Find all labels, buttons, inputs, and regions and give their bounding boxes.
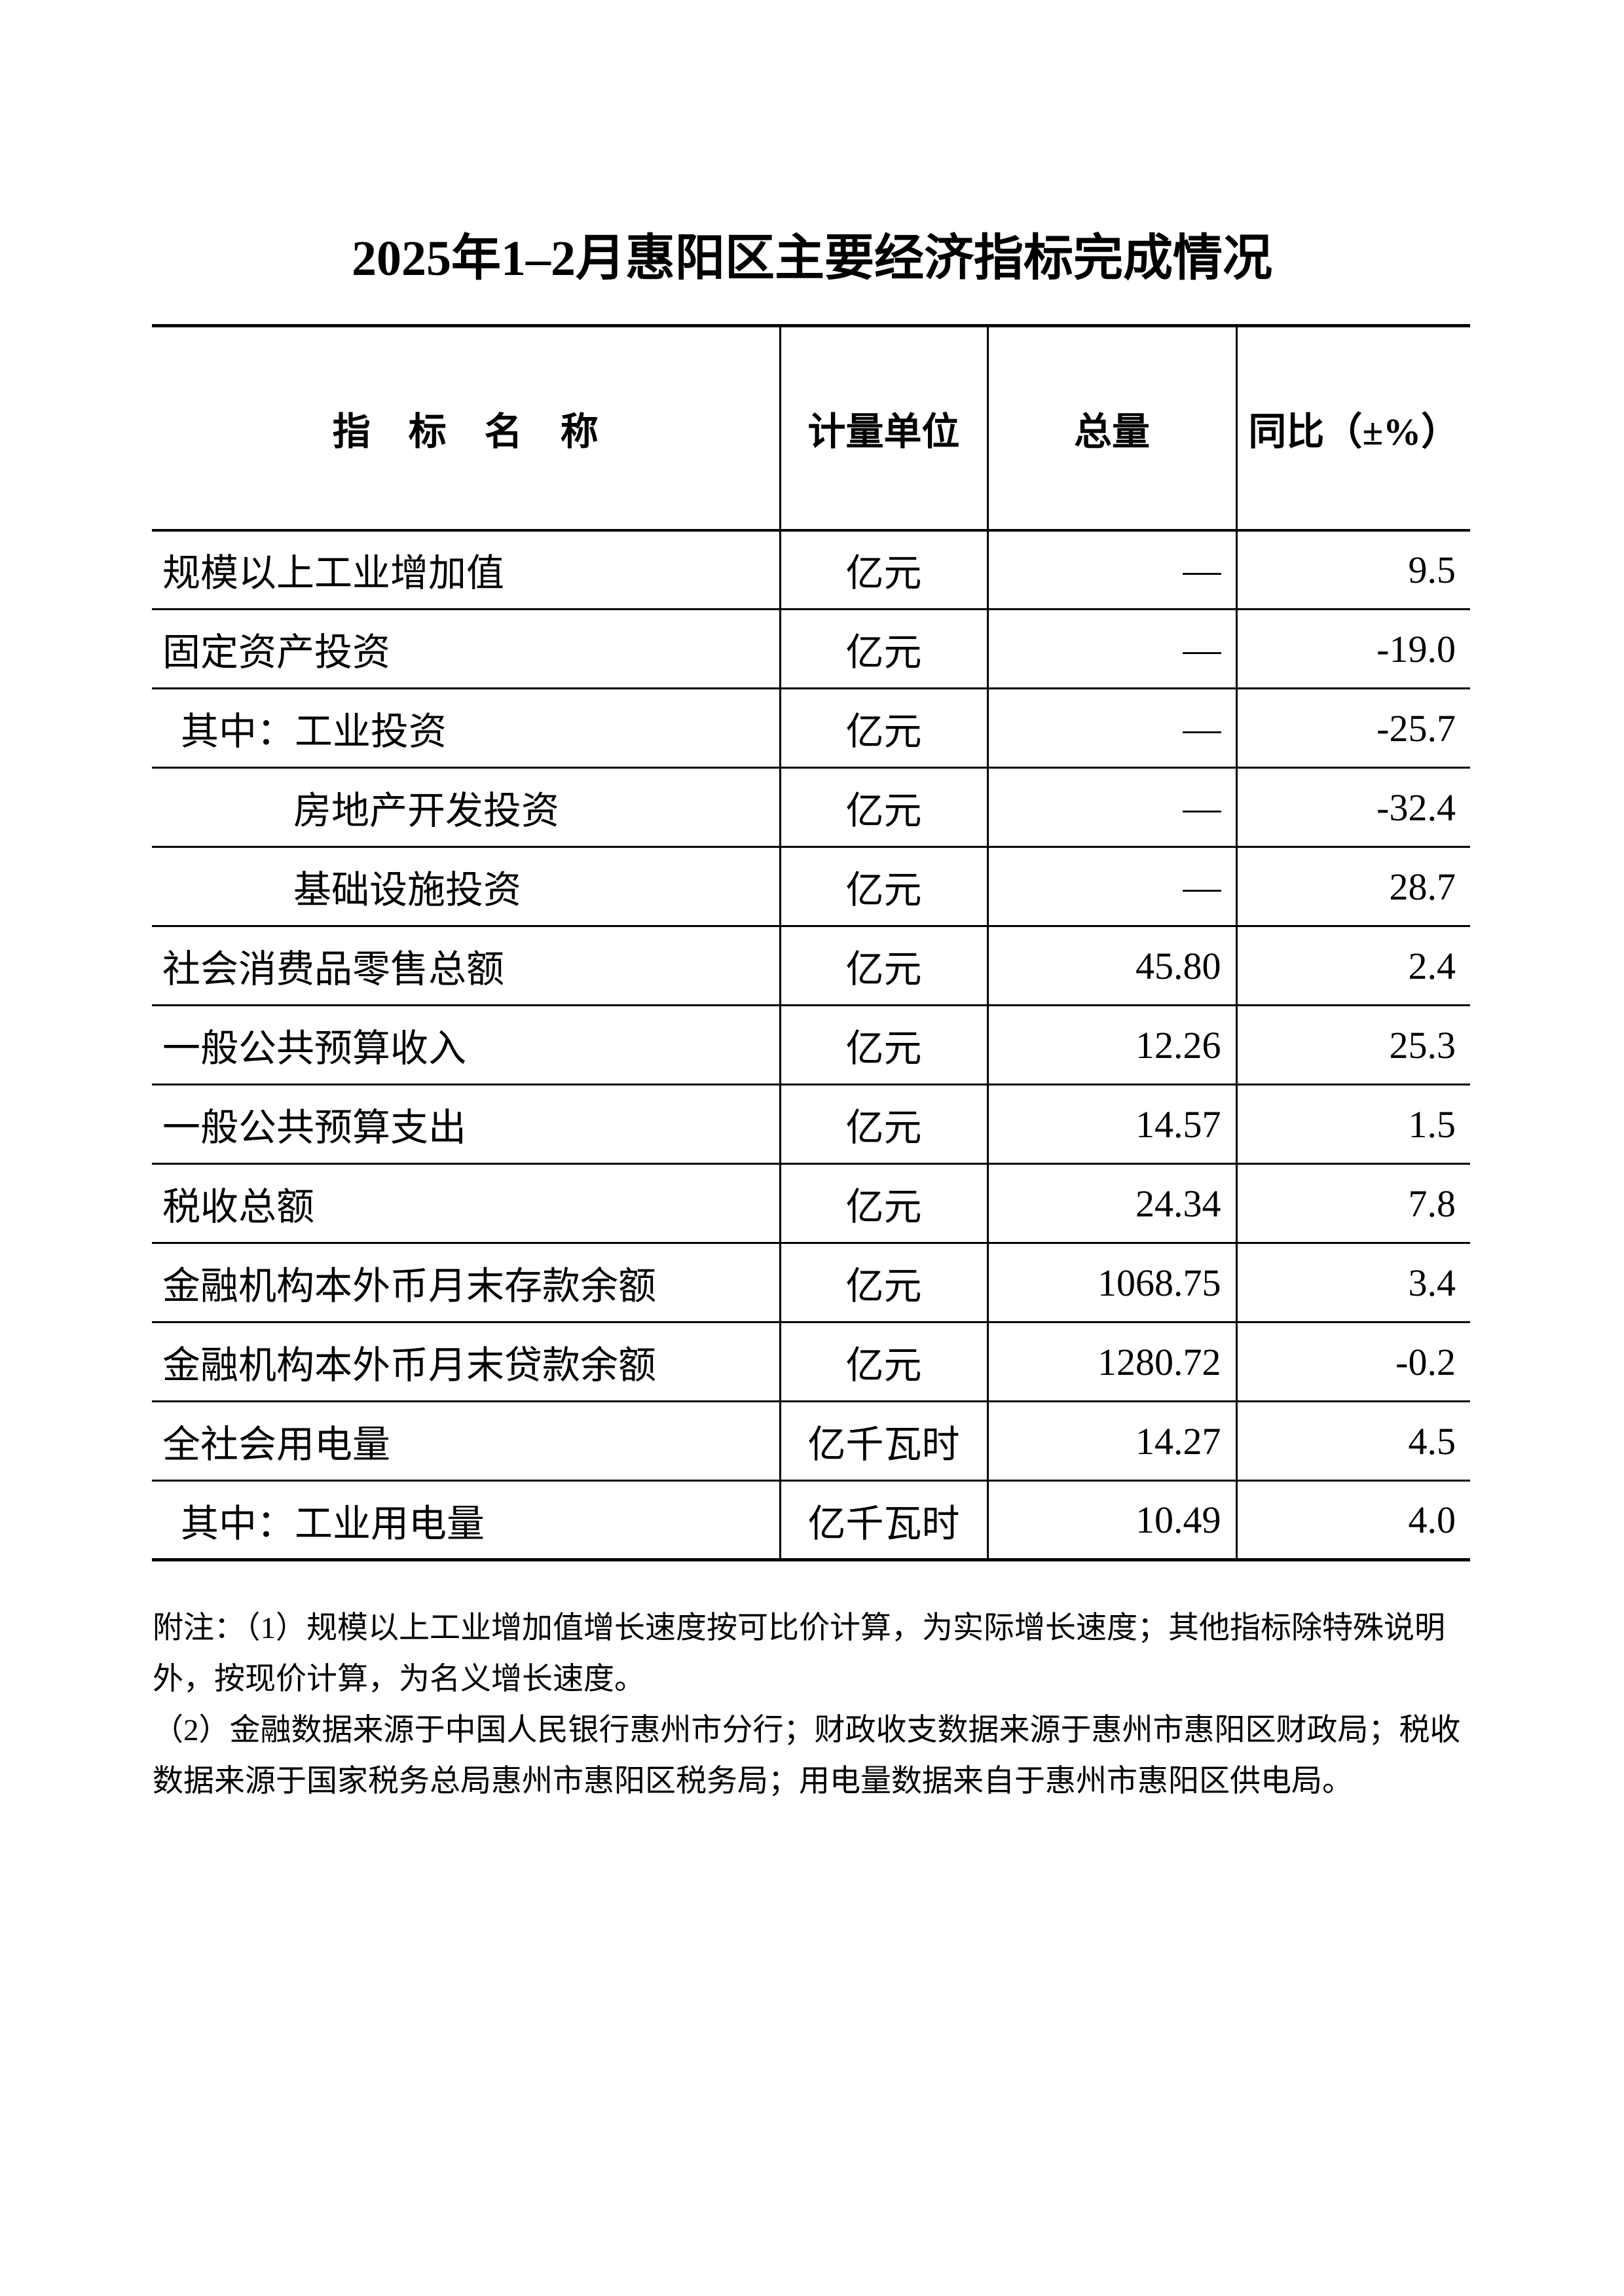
yoy-cell: -0.2 bbox=[1235, 1322, 1470, 1402]
col-header-total: 总量 bbox=[986, 325, 1236, 532]
unit-cell: 亿元 bbox=[779, 847, 987, 927]
indicator-name-cell: 房地产开发投资 bbox=[152, 767, 780, 848]
footnotes: 附注：（1）规模以上工业增加值增长速度按可比价计算，为实际增长速度；其他指标除特… bbox=[153, 1603, 1528, 1807]
footnote-line: 外，按现价计算，为名义增长速度。 bbox=[153, 1662, 645, 1696]
col-header-yoy: 同比（±%） bbox=[1235, 325, 1470, 532]
table-row: 固定资产投资 亿元 — -19.0 bbox=[152, 609, 1470, 689]
total-cell: — bbox=[986, 847, 1236, 927]
yoy-cell: 28.7 bbox=[1235, 847, 1470, 927]
yoy-cell: 4.5 bbox=[1235, 1401, 1470, 1482]
yoy-cell: 9.5 bbox=[1235, 530, 1470, 610]
table-row: 基础设施投资 亿元 — 28.7 bbox=[152, 847, 1470, 927]
header-row: 指 标 名 称 计量单位 总量 同比（±%） bbox=[152, 325, 1470, 532]
yoy-cell: -19.0 bbox=[1235, 609, 1470, 689]
col-header-indicator-name: 指 标 名 称 bbox=[152, 325, 780, 532]
indicator-name-cell: 一般公共预算收入 bbox=[152, 1005, 780, 1085]
unit-cell: 亿元 bbox=[779, 1322, 987, 1402]
unit-cell: 亿元 bbox=[779, 530, 987, 610]
table-body: 规模以上工业增加值 亿元 — 9.5 固定资产投资 亿元 — -19.0 其中：… bbox=[152, 530, 1470, 1560]
footnote-line: 数据来源于国家税务总局惠州市惠阳区税务局；用电量数据来自于惠州市惠阳区供电局。 bbox=[153, 1764, 1353, 1798]
table-row: 税收总额 亿元 24.34 7.8 bbox=[152, 1163, 1470, 1244]
indicator-name-cell: 金融机构本外币月末贷款余额 bbox=[152, 1322, 780, 1402]
total-cell: 45.80 bbox=[986, 926, 1236, 1006]
yoy-cell: 3.4 bbox=[1235, 1243, 1470, 1323]
indicator-name-cell: 全社会用电量 bbox=[152, 1401, 780, 1482]
indicator-name-cell: 规模以上工业增加值 bbox=[152, 530, 780, 610]
indicator-name-cell: 税收总额 bbox=[152, 1163, 780, 1244]
indicator-name-cell: 其中：工业用电量 bbox=[181, 1502, 485, 1545]
yoy-cell: 25.3 bbox=[1235, 1005, 1470, 1085]
table-row: 规模以上工业增加值 亿元 — 9.5 bbox=[152, 530, 1470, 610]
total-cell: — bbox=[986, 767, 1236, 848]
unit-cell: 亿元 bbox=[779, 1243, 987, 1323]
total-cell: 1280.72 bbox=[986, 1322, 1236, 1402]
yoy-cell: -25.7 bbox=[1235, 688, 1470, 769]
unit-cell: 亿元 bbox=[779, 609, 987, 689]
unit-cell: 亿千瓦时 bbox=[779, 1480, 987, 1560]
yoy-cell: 7.8 bbox=[1235, 1163, 1470, 1244]
total-cell: 14.57 bbox=[986, 1084, 1236, 1165]
unit-cell: 亿元 bbox=[779, 1084, 987, 1165]
indicator-name-cell: 一般公共预算支出 bbox=[152, 1084, 780, 1165]
table-row: 其中：工业投资 亿元 — -25.7 bbox=[152, 688, 1470, 769]
yoy-cell: -32.4 bbox=[1235, 767, 1470, 848]
table-row: 全社会用电量 亿千瓦时 14.27 4.5 bbox=[152, 1401, 1470, 1482]
unit-cell: 亿千瓦时 bbox=[779, 1401, 987, 1482]
table-row: 其中：工业用电量 亿千瓦时 10.49 4.0 bbox=[152, 1480, 1470, 1560]
total-cell: — bbox=[986, 609, 1236, 689]
unit-cell: 亿元 bbox=[779, 767, 987, 848]
unit-cell: 亿元 bbox=[779, 926, 987, 1006]
total-cell: 12.26 bbox=[986, 1005, 1236, 1085]
indicator-name-cell: 基础设施投资 bbox=[152, 847, 780, 927]
unit-cell: 亿元 bbox=[779, 1005, 987, 1085]
footnote-line: 附注：（1）规模以上工业增加值增长速度按可比价计算，为实际增长速度；其他指标除特… bbox=[153, 1611, 1445, 1645]
total-cell: — bbox=[986, 530, 1236, 610]
table-row: 一般公共预算支出 亿元 14.57 1.5 bbox=[152, 1084, 1470, 1165]
table-row: 房地产开发投资 亿元 — -32.4 bbox=[152, 767, 1470, 848]
total-cell: — bbox=[986, 688, 1236, 769]
indicator-name-cell: 社会消费品零售总额 bbox=[152, 926, 780, 1006]
table-row: 金融机构本外币月末存款余额 亿元 1068.75 3.4 bbox=[152, 1243, 1470, 1323]
total-cell: 1068.75 bbox=[986, 1243, 1236, 1323]
total-cell: 10.49 bbox=[986, 1480, 1236, 1560]
yoy-cell: 1.5 bbox=[1235, 1084, 1470, 1165]
indicators-table: 指 标 名 称 计量单位 总量 同比（±%） 规模以上工业增加值 亿元 — 9.… bbox=[152, 324, 1470, 1561]
table-row: 金融机构本外币月末贷款余额 亿元 1280.72 -0.2 bbox=[152, 1322, 1470, 1402]
indicator-name-cell: 固定资产投资 bbox=[152, 609, 780, 689]
yoy-cell: 2.4 bbox=[1235, 926, 1470, 1006]
indicator-name-cell: 其中：工业投资 bbox=[152, 688, 780, 769]
footnote-line: （2）金融数据来源于中国人民银行惠州市分行；财政收支数据来源于惠州市惠阳区财政局… bbox=[153, 1713, 1461, 1747]
total-cell: 14.27 bbox=[986, 1401, 1236, 1482]
table-row: 一般公共预算收入 亿元 12.26 25.3 bbox=[152, 1005, 1470, 1085]
table-row: 社会消费品零售总额 亿元 45.80 2.4 bbox=[152, 926, 1470, 1006]
col-header-unit: 计量单位 bbox=[779, 325, 987, 532]
indicator-name-cell: 金融机构本外币月末存款余额 bbox=[152, 1243, 780, 1323]
unit-cell: 亿元 bbox=[779, 1163, 987, 1244]
page-title: 2025年1–2月惠阳区主要经济指标完成情况 bbox=[352, 231, 1272, 286]
unit-cell: 亿元 bbox=[779, 688, 987, 769]
total-cell: 24.34 bbox=[986, 1163, 1236, 1244]
table-header: 指 标 名 称 计量单位 总量 同比（±%） bbox=[152, 325, 1470, 532]
yoy-cell: 4.0 bbox=[1235, 1480, 1470, 1560]
